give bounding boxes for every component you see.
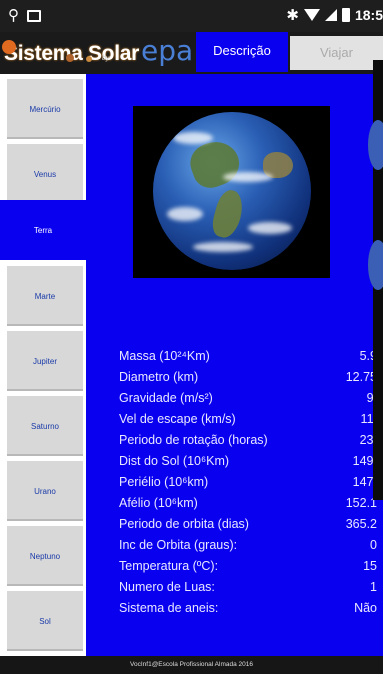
earth-globe-image <box>153 112 311 270</box>
tab-viajar[interactable]: Viajar <box>290 36 383 70</box>
property-row: Numero de Luas: 1 <box>119 577 377 598</box>
sidebar-item-terra[interactable]: Terra <box>0 200 86 260</box>
property-label: Vel de escape (km/s) <box>119 412 236 426</box>
sidebar-item-jupiter[interactable]: Jupiter <box>7 331 83 391</box>
property-value: 9. <box>366 391 377 405</box>
property-value: Não <box>354 601 377 615</box>
wifi-icon <box>303 9 320 21</box>
logo-epa: epa <box>141 34 194 67</box>
sidebar-item-saturno[interactable]: Saturno <box>7 396 83 456</box>
property-label: Afélio (10⁶km) <box>119 496 198 510</box>
property-value: 365.2 <box>345 517 377 531</box>
logo-planet-icon <box>86 56 92 62</box>
property-row: Massa (10²⁴Km) 5.9 <box>119 346 377 367</box>
property-row: Diametro (km) 12.75 <box>119 367 377 388</box>
property-row: Sistema de aneis: Não <box>119 598 377 619</box>
property-label: Temperatura (ºC): <box>119 559 219 573</box>
property-row: Temperatura (ºC): 15 <box>119 556 377 577</box>
logo-planet-icon <box>66 54 74 62</box>
property-label: Dist do Sol (10⁶Km) <box>119 454 230 468</box>
property-value: 0 <box>370 538 377 552</box>
logo-planet-icon <box>2 40 16 54</box>
property-row: Inc de Orbita (graus): 0 <box>119 535 377 556</box>
logo-by: by <box>102 55 110 62</box>
app-footer: VocInf1@Escola Profissional Almada 2016 <box>0 656 383 674</box>
property-label: Diametro (km) <box>119 370 199 384</box>
image-notification-icon <box>27 10 41 22</box>
sidebar-item-venus[interactable]: Venus <box>7 144 83 204</box>
sidebar-item-neptuno[interactable]: Neptuno <box>7 526 83 586</box>
property-label: Sistema de aneis: <box>119 601 219 615</box>
property-row: Afélio (10⁶km) 152.1 <box>119 493 377 514</box>
property-value: 1 <box>370 580 377 594</box>
property-value: 15 <box>363 559 377 573</box>
property-label: Gravidade (m/s²) <box>119 391 213 405</box>
bluetooth-icon: ✱ <box>286 7 299 24</box>
property-label: Massa (10²⁴Km) <box>119 349 210 363</box>
planet-properties: Massa (10²⁴Km) 5.9 Diametro (km) 12.75 Gra… <box>119 346 377 619</box>
sidebar-item-mercurio[interactable]: Mercúrio <box>7 79 83 139</box>
overlay-planet-icon <box>368 240 383 290</box>
usb-icon: ⚲ <box>8 7 19 24</box>
property-row: Dist do Sol (10⁶Km) 149. <box>119 451 377 472</box>
property-value: 12.75 <box>345 370 377 384</box>
logo-title: Sistema Solar <box>4 42 139 65</box>
property-row: Vel de escape (km/s) 11. <box>119 409 377 430</box>
overlay-planet-icon <box>368 120 383 170</box>
property-label: Periélio (10⁶km) <box>119 475 209 489</box>
property-value: 147. <box>352 475 377 489</box>
property-row: Gravidade (m/s²) 9. <box>119 388 377 409</box>
sidebar-item-sol[interactable]: Sol <box>7 591 83 651</box>
property-row: Periodo de rotação (horas) 23. <box>119 430 377 451</box>
property-value: 152.1 <box>345 496 377 510</box>
property-label: Periodo de rotação (horas) <box>119 433 268 447</box>
property-row: Periélio (10⁶km) 147. <box>119 472 377 493</box>
app-logo: Sistema Solar epa <box>4 36 193 70</box>
status-time: 18:5 <box>354 7 383 23</box>
property-value: 5.9 <box>359 349 377 363</box>
sidebar-item-urano[interactable]: Urano <box>7 461 83 521</box>
property-value: 11. <box>360 412 377 426</box>
property-label: Inc de Orbita (graus): <box>119 538 238 552</box>
status-bar: ⚲ ✱ 18:5 <box>0 0 383 32</box>
battery-icon <box>341 8 350 22</box>
property-row: Periodo de orbita (dias) 365.2 <box>119 514 377 535</box>
planet-description-panel: Massa (10²⁴Km) 5.9 Diametro (km) 12.75 Gra… <box>86 74 383 656</box>
planet-sidebar: Mercúrio Venus Terra Marte Jupiter Satur… <box>0 74 86 656</box>
property-label: Periodo de orbita (dias) <box>119 517 249 531</box>
planet-image <box>133 106 330 278</box>
property-value: 149. <box>352 454 377 468</box>
property-label: Numero de Luas: <box>119 580 215 594</box>
property-value: 23. <box>359 433 377 447</box>
sidebar-item-marte[interactable]: Marte <box>7 266 83 326</box>
tab-descricao[interactable]: Descrição <box>196 32 288 72</box>
signal-icon <box>324 9 337 21</box>
